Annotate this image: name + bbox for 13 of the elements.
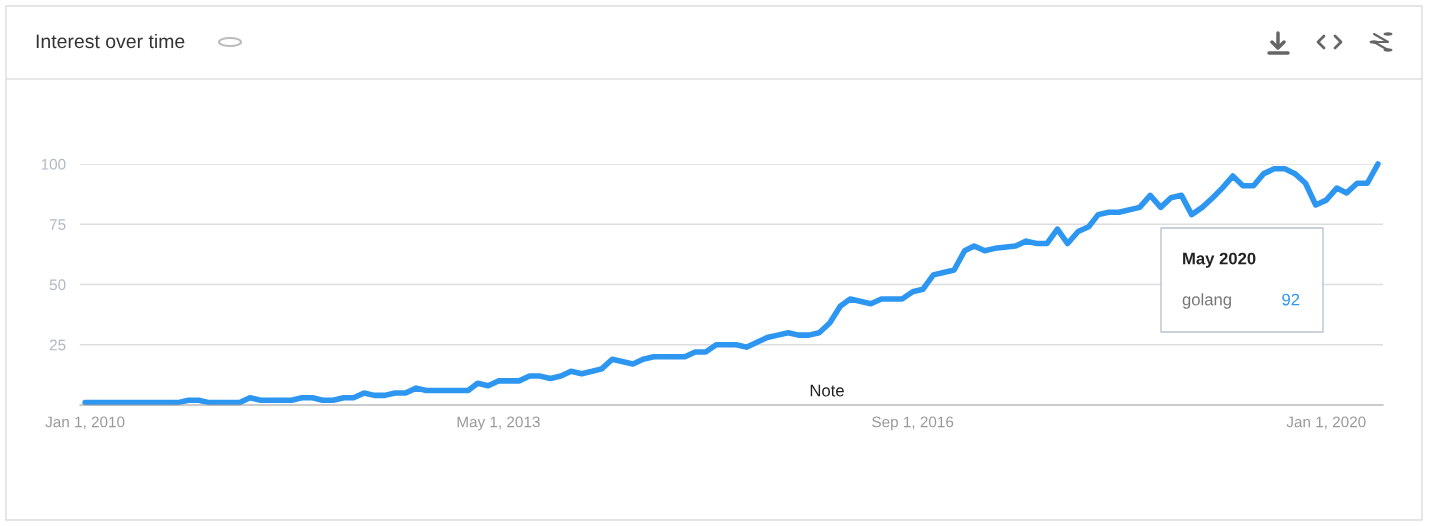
chart-title: Interest over time	[36, 33, 185, 49]
x-tick-label: Jan 1, 2020	[1286, 416, 1366, 430]
x-tick-label: Sep 1, 2016	[872, 416, 954, 431]
annotation: Note	[810, 384, 844, 397]
y-tick-label: 100	[41, 158, 66, 170]
annotation: May 2020	[1183, 252, 1256, 268]
text: golang	[1182, 293, 1231, 309]
y-tick-label: 50	[49, 279, 66, 291]
annotation: 92	[1282, 293, 1300, 306]
y-tick-label: 25	[49, 339, 66, 351]
x-tick-label: Jan 1, 2010	[45, 416, 125, 430]
y-tick-label: 75	[49, 219, 66, 230]
x-tick-label: May 1, 2013	[457, 416, 540, 431]
